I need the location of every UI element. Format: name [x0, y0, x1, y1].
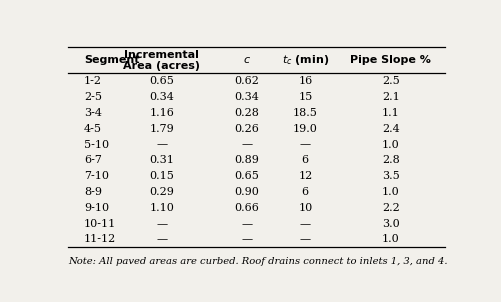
- Text: 3-4: 3-4: [84, 108, 102, 118]
- Text: 0.34: 0.34: [234, 92, 260, 102]
- Text: 0.31: 0.31: [149, 156, 174, 165]
- Text: 10-11: 10-11: [84, 219, 116, 229]
- Text: $c$: $c$: [243, 55, 251, 65]
- Text: 12: 12: [298, 171, 313, 181]
- Text: 5-10: 5-10: [84, 140, 109, 149]
- Text: 0.29: 0.29: [149, 187, 174, 197]
- Text: —: —: [300, 219, 311, 229]
- Text: Note: All paved areas are curbed. Roof drains connect to inlets 1, 3, and 4.: Note: All paved areas are curbed. Roof d…: [69, 257, 448, 266]
- Text: —: —: [241, 219, 253, 229]
- Text: 1-2: 1-2: [84, 76, 102, 86]
- Text: 7-10: 7-10: [84, 171, 109, 181]
- Text: —: —: [300, 234, 311, 245]
- Text: 1.16: 1.16: [149, 108, 174, 118]
- Text: —: —: [241, 140, 253, 149]
- Text: 6: 6: [302, 156, 309, 165]
- Text: Incremental: Incremental: [124, 50, 199, 60]
- Text: 1.0: 1.0: [382, 187, 400, 197]
- Text: 2-5: 2-5: [84, 92, 102, 102]
- Text: —: —: [241, 234, 253, 245]
- Text: 1.0: 1.0: [382, 234, 400, 245]
- Text: 4-5: 4-5: [84, 124, 102, 134]
- Text: 6: 6: [302, 187, 309, 197]
- Text: 11-12: 11-12: [84, 234, 116, 245]
- Text: 2.2: 2.2: [382, 203, 400, 213]
- Text: 3.0: 3.0: [382, 219, 400, 229]
- Text: 0.62: 0.62: [234, 76, 260, 86]
- Text: 19.0: 19.0: [293, 124, 318, 134]
- Text: 0.15: 0.15: [149, 171, 174, 181]
- Text: 0.34: 0.34: [149, 92, 174, 102]
- Text: 0.89: 0.89: [234, 156, 260, 165]
- Text: 1.79: 1.79: [149, 124, 174, 134]
- Text: 0.65: 0.65: [149, 76, 174, 86]
- Text: 2.1: 2.1: [382, 92, 400, 102]
- Text: —: —: [300, 140, 311, 149]
- Text: 8-9: 8-9: [84, 187, 102, 197]
- Text: Area (acres): Area (acres): [123, 61, 200, 71]
- Text: 0.28: 0.28: [234, 108, 260, 118]
- Text: 1.0: 1.0: [382, 140, 400, 149]
- Text: —: —: [156, 219, 167, 229]
- Text: 15: 15: [298, 92, 313, 102]
- Text: 16: 16: [298, 76, 313, 86]
- Text: 1.10: 1.10: [149, 203, 174, 213]
- Text: Pipe Slope %: Pipe Slope %: [350, 55, 431, 65]
- Text: 2.8: 2.8: [382, 156, 400, 165]
- Text: 0.66: 0.66: [234, 203, 260, 213]
- Text: —: —: [156, 140, 167, 149]
- Text: —: —: [156, 234, 167, 245]
- Text: 0.26: 0.26: [234, 124, 260, 134]
- Text: 2.4: 2.4: [382, 124, 400, 134]
- Text: 0.90: 0.90: [234, 187, 260, 197]
- Text: 0.65: 0.65: [234, 171, 260, 181]
- Text: 3.5: 3.5: [382, 171, 400, 181]
- Text: $t_c$ (min): $t_c$ (min): [282, 53, 329, 67]
- Text: 9-10: 9-10: [84, 203, 109, 213]
- Text: 18.5: 18.5: [293, 108, 318, 118]
- Text: 2.5: 2.5: [382, 76, 400, 86]
- Text: 6-7: 6-7: [84, 156, 102, 165]
- Text: 10: 10: [298, 203, 313, 213]
- Text: Segment: Segment: [84, 55, 139, 65]
- Text: 1.1: 1.1: [382, 108, 400, 118]
